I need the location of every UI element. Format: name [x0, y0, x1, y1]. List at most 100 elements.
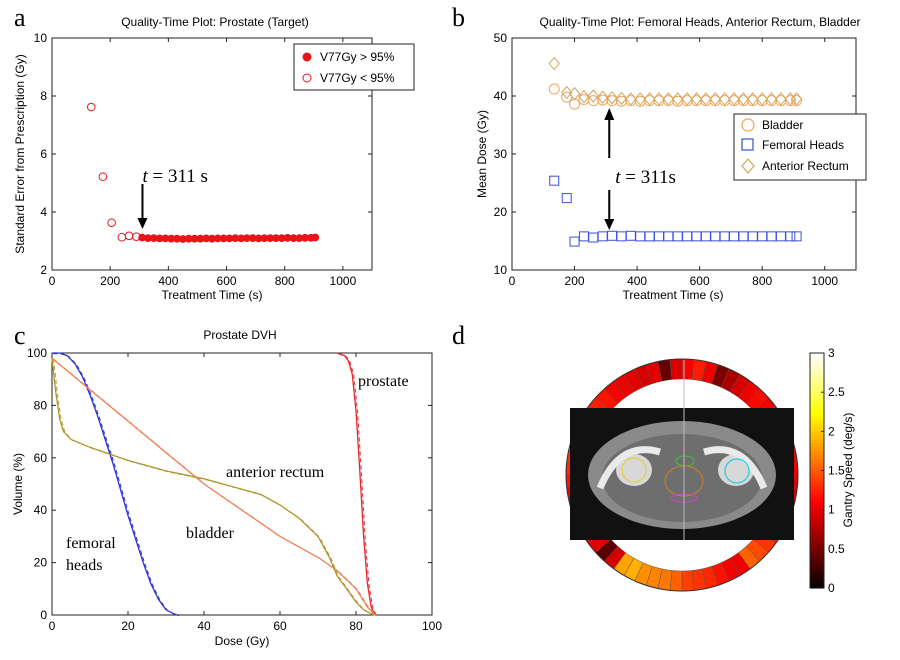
- colorbar-step: [810, 415, 824, 421]
- colorbar-step: [810, 466, 824, 472]
- point-femoral-heads: [672, 231, 683, 242]
- panel-c-ytick-label: 40: [34, 503, 48, 517]
- panel-c-xtick-label: 60: [273, 619, 287, 633]
- colorbar-step: [810, 560, 824, 566]
- point-v77-below-95: [86, 102, 96, 112]
- point-anterior-rectum: [662, 92, 675, 106]
- point-bladder: [634, 95, 646, 107]
- panel-b-xtick-label: 200: [565, 274, 585, 288]
- point-femoral-heads: [635, 231, 646, 242]
- gantry-ring-outline: [565, 358, 799, 592]
- point-anterior-rectum: [606, 90, 618, 105]
- point-anterior-rectum: [653, 92, 665, 106]
- panel-c-xtick-label: 0: [49, 619, 56, 633]
- panel-b-xlabel: Treatment Time (s): [623, 288, 724, 302]
- point-femoral-heads: [738, 231, 749, 242]
- point-anterior-rectum: [568, 86, 581, 101]
- panel-b-chart: Quality-Time Plot: Femoral Heads, Anteri…: [475, 15, 867, 302]
- panel-b-title: Quality-Time Plot: Femoral Heads, Anteri…: [539, 15, 860, 29]
- panel-letter-c: c: [14, 321, 26, 350]
- point-femoral-heads: [747, 231, 758, 242]
- colorbar-step: [810, 556, 824, 562]
- ct-pelvic-bone-left: [596, 446, 662, 490]
- colorbar-step: [810, 360, 824, 366]
- legend-label-rectum: Anterior Rectum: [762, 159, 849, 173]
- colorbar-step: [810, 584, 824, 589]
- dvh-line-bladder: [51, 357, 376, 616]
- colorbar-step: [810, 544, 824, 550]
- panel-c-ytick-label: 100: [27, 346, 47, 360]
- colorbar-step: [810, 474, 824, 479]
- point-anterior-rectum: [709, 92, 721, 106]
- colorbar-tick-label: 1: [828, 503, 835, 517]
- point-femoral-heads: [616, 231, 627, 242]
- colorbar-step: [810, 529, 824, 534]
- ct-pelvic-bone-right: [702, 446, 768, 490]
- colorbar-step: [810, 490, 824, 495]
- point-femoral-heads: [766, 231, 777, 242]
- legend-marker-bladder: [741, 118, 755, 132]
- dvh-line-femoral-heads-dashed: [53, 353, 180, 617]
- curve-label-prostate: prostate: [358, 373, 409, 390]
- point-anterior-rectum: [700, 92, 712, 106]
- point-anterior-rectum: [672, 92, 684, 106]
- point-anterior-rectum: [625, 92, 637, 106]
- dvh-line-anterior-rectum: [51, 358, 376, 616]
- panel-d-image: 0 0.5 1 1.5 2 2.5 3 Gantry Speed (deg/s): [565, 346, 855, 595]
- point-bladder: [672, 95, 684, 107]
- point-anterior-rectum: [597, 90, 609, 104]
- panel-c-xtick-label: 40: [197, 619, 211, 633]
- point-anterior-rectum: [784, 92, 796, 106]
- colorbar-step: [810, 525, 824, 530]
- panel-b-xtick-label: 1000: [811, 274, 838, 288]
- legend-marker-open: [302, 73, 312, 83]
- colorbar-step: [810, 482, 824, 487]
- colorbar-step: [810, 580, 824, 585]
- panel-c-xlabel: Dose (Gy): [215, 634, 270, 648]
- curve-label-bladder: bladder: [186, 525, 235, 542]
- colorbar-step: [810, 552, 824, 558]
- point-femoral-heads: [785, 231, 796, 242]
- panel-b-annotation: t = 311s: [615, 167, 676, 188]
- point-bladder: [548, 83, 560, 95]
- point-anterior-rectum: [775, 92, 787, 106]
- panel-b-ytick-label: 30: [494, 147, 508, 161]
- colorbar-step: [810, 388, 824, 393]
- colorbar-step: [810, 447, 824, 452]
- point-femoral-heads: [607, 230, 618, 241]
- panel-a-arrowhead: [137, 218, 148, 229]
- point-anterior-rectum: [561, 85, 573, 100]
- colorbar-step: [810, 501, 824, 507]
- panel-b-ytick-label: 40: [494, 89, 508, 103]
- panel-a-chart: Quality-Time Plot: Prostate (Target) 0 20…: [13, 15, 415, 302]
- colorbar-step: [810, 411, 824, 417]
- panel-a-ytick-label: 2: [40, 263, 47, 277]
- point-femoral-heads: [663, 231, 674, 242]
- colorbar-tick-label: 0: [828, 581, 835, 595]
- panel-a-xtick-label: 1000: [330, 274, 357, 288]
- colorbar-tick-label: 2.5: [828, 385, 845, 399]
- point-anterior-rectum: [728, 92, 740, 106]
- point-anterior-rectum: [634, 92, 646, 106]
- colorbar-step: [810, 541, 824, 546]
- legend-label-bladder: Bladder: [762, 118, 803, 132]
- point-femoral-heads: [691, 231, 702, 242]
- dvh-line-femoral-heads: [52, 352, 178, 616]
- colorbar-step: [810, 521, 824, 526]
- legend-label-below: V77Gy < 95%: [320, 71, 395, 85]
- colorbar-step: [810, 533, 824, 538]
- point-bladder: [587, 95, 599, 107]
- contour-femoral-right: [724, 458, 750, 484]
- colorbar-step: [810, 517, 824, 523]
- point-v77-below-95: [117, 232, 127, 242]
- dvh-line-prostate-dashed: [338, 353, 377, 617]
- colorbar-step: [810, 454, 824, 460]
- colorbar-step: [810, 407, 824, 413]
- point-anterior-rectum: [615, 91, 628, 106]
- colorbar-step: [810, 400, 824, 405]
- gantry-ring-segment: [681, 570, 695, 592]
- colorbar-tick-label: 1.5: [828, 464, 845, 478]
- colorbar-step: [810, 486, 824, 491]
- point-anterior-rectum: [690, 92, 703, 106]
- panel-a-annotation: t = 311 s: [142, 166, 207, 187]
